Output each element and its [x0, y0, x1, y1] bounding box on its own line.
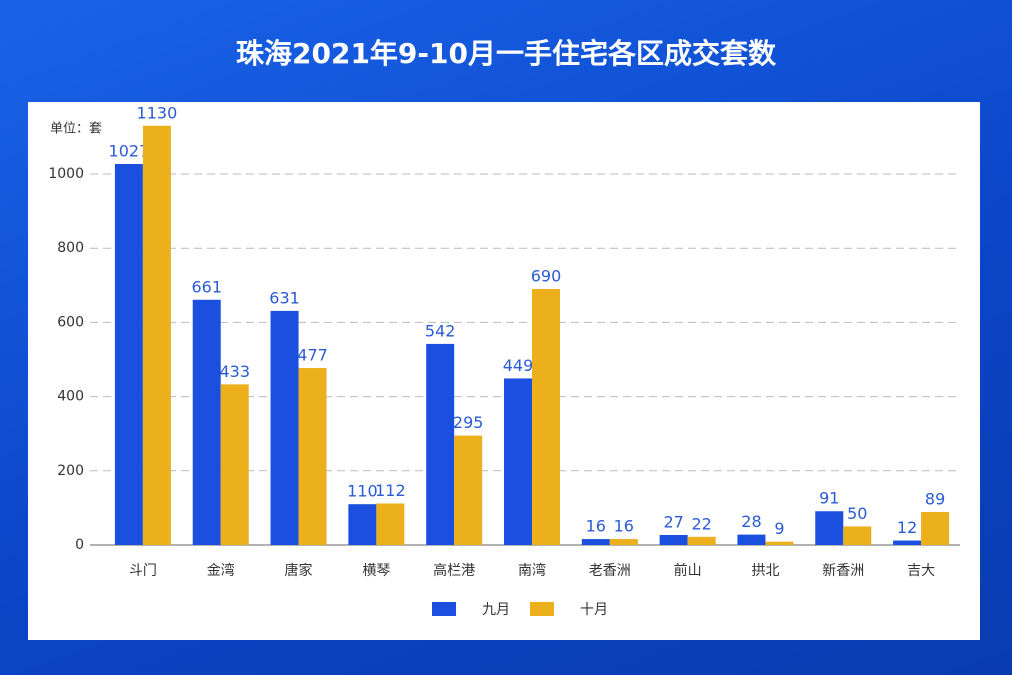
- y-tick-label: 400: [57, 389, 84, 405]
- bar: [454, 435, 483, 545]
- x-tick-label: 唐家: [285, 562, 313, 579]
- bar: [765, 541, 794, 545]
- x-tick-label: 吉大: [907, 563, 935, 579]
- x-tick-label: 新香洲: [822, 563, 864, 579]
- bar: [893, 540, 922, 545]
- value-label: 50: [847, 504, 867, 523]
- unit-label: 单位：套: [50, 121, 102, 137]
- x-tick-label: 拱北: [751, 563, 779, 579]
- bar: [687, 536, 716, 545]
- legend-swatch: [432, 602, 456, 616]
- bar: [348, 504, 377, 545]
- value-label: 28: [741, 512, 761, 531]
- x-tick-label: 金湾: [207, 562, 235, 579]
- bar: [220, 384, 249, 545]
- value-label: 661: [191, 277, 222, 296]
- bar: [659, 534, 688, 545]
- y-tick-label: 200: [57, 463, 84, 479]
- bar: [426, 343, 455, 545]
- value-label: 542: [425, 321, 456, 340]
- chart-title: 珠海2021年9-10月一手住宅各区成交套数: [236, 37, 777, 70]
- bar: [270, 310, 299, 545]
- y-tick-label: 600: [57, 314, 84, 330]
- value-label: 477: [297, 346, 328, 365]
- x-tick-label: 老香洲: [589, 563, 631, 579]
- x-tick-label: 前山: [674, 562, 702, 579]
- value-label: 16: [614, 517, 634, 536]
- x-tick-label: 斗门: [129, 563, 157, 579]
- bar: [737, 534, 766, 545]
- value-label: 1130: [137, 103, 178, 122]
- value-label: 112: [375, 481, 406, 500]
- bar: [581, 539, 610, 545]
- bar: [142, 125, 171, 546]
- value-label: 9: [774, 519, 784, 538]
- y-tick-label: 0: [75, 537, 84, 553]
- value-label: 110: [347, 482, 378, 501]
- legend-swatch: [530, 602, 554, 616]
- legend-label: 九月: [482, 602, 510, 618]
- bar: [532, 289, 560, 545]
- bar: [921, 511, 950, 545]
- bar: [843, 526, 872, 545]
- legend-label: 十月: [580, 602, 608, 618]
- value-label: 27: [663, 512, 683, 531]
- value-label: 91: [819, 489, 839, 508]
- x-tick-label: 南湾: [518, 562, 546, 579]
- value-label: 89: [925, 489, 945, 508]
- bar: [192, 299, 221, 545]
- value-label: 295: [453, 413, 484, 432]
- bar: [815, 511, 844, 545]
- x-tick-label: 高栏港: [433, 562, 475, 579]
- bar: [114, 163, 143, 545]
- value-label: 433: [219, 362, 250, 381]
- value-label: 12: [897, 518, 917, 537]
- bar: [504, 378, 532, 545]
- y-tick-label: 800: [57, 240, 84, 256]
- value-label: 22: [691, 514, 711, 533]
- bar: [298, 368, 327, 545]
- value-label: 631: [269, 288, 300, 307]
- bar: [609, 539, 638, 545]
- value-label: 690: [531, 267, 562, 286]
- panel: [28, 102, 980, 640]
- value-label: 1027: [109, 141, 150, 160]
- value-label: 16: [586, 517, 606, 536]
- x-tick-label: 横琴: [362, 563, 390, 579]
- y-tick-label: 1000: [48, 166, 84, 182]
- bar: [376, 503, 405, 545]
- value-label: 449: [503, 356, 534, 375]
